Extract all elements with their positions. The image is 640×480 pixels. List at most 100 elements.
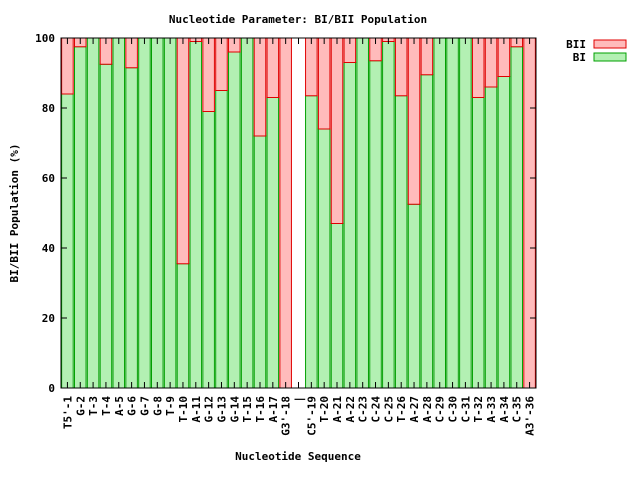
x-tick-label-31: C-31: [459, 396, 472, 423]
bar-bii-17: [279, 37, 292, 389]
legend-label-bi: BI: [573, 51, 586, 64]
x-tick-label-15: T-16: [254, 396, 267, 423]
bar-bi-33: [484, 86, 498, 389]
x-tick-label-17: G3'-18: [280, 396, 293, 436]
bar-bi-32: [471, 97, 485, 389]
x-axis-label: Nucleotide Sequence: [235, 450, 361, 463]
bar-bi-30: [446, 37, 459, 389]
bar-bi-29: [433, 37, 446, 389]
x-tick-label-14: T-15: [241, 396, 254, 423]
x-tick-label-30: C-30: [447, 396, 460, 423]
bar-bi-19: [305, 95, 318, 389]
x-tick-label-5: G-6: [126, 396, 139, 416]
bar-bii-26: [394, 37, 408, 97]
y-tick-label-3: 60: [42, 172, 55, 185]
x-tick-label-32: T-32: [472, 396, 485, 423]
bar-bii-12: [215, 37, 228, 91]
bar-bi-26: [394, 95, 408, 389]
bar-bi-21: [330, 223, 344, 389]
bar-bi-22: [343, 62, 357, 389]
bar-bi-4: [112, 37, 126, 389]
x-tick-label-8: T-9: [164, 396, 177, 416]
chart-title: Nucleotide Parameter: BI/BII Population: [169, 13, 427, 26]
x-tick-label-9: T-10: [177, 396, 190, 423]
legend-swatch-bi: [593, 52, 627, 62]
bar-bi-14: [240, 37, 254, 389]
x-tick-label-33: A-33: [485, 396, 498, 423]
bar-bi-28: [420, 74, 434, 389]
bar-bi-6: [138, 37, 151, 389]
x-tick-label-13: G-14: [228, 396, 241, 423]
bar-bi-0: [61, 93, 74, 389]
bar-bi-11: [202, 111, 215, 389]
bar-bi-13: [228, 51, 241, 389]
x-tick-label-26: T-26: [395, 396, 408, 423]
x-tick-label-19: C5'-19: [305, 396, 318, 436]
bar-bi-34: [497, 76, 511, 389]
x-tick-label-21: A-21: [331, 396, 344, 423]
x-tick-label-35: C-35: [511, 396, 524, 423]
x-tick-label-16: A-17: [267, 396, 280, 423]
bar-bii-0: [61, 37, 74, 95]
bar-bi-23: [356, 37, 369, 389]
bar-bi-24: [369, 60, 382, 389]
x-tick-label-4: A-5: [113, 396, 126, 416]
legend-label-bii: BII: [566, 38, 586, 51]
y-tick-label-0: 0: [48, 382, 55, 395]
x-tick-label-23: C-23: [357, 396, 370, 423]
bar-bi-27: [407, 203, 421, 389]
x-tick-label-24: C-24: [370, 396, 383, 423]
x-tick-label-0: T5'-1: [61, 396, 74, 429]
y-tick-label-5: 100: [35, 32, 55, 45]
bar-bi-7: [151, 37, 164, 389]
bar-bii-21: [330, 37, 344, 224]
bar-bi-1: [73, 46, 87, 389]
x-tick-label-6: G-7: [138, 396, 151, 416]
x-tick-label-36: A3'-36: [524, 396, 537, 436]
x-tick-label-29: C-29: [434, 396, 447, 423]
x-tick-label-1: G-2: [74, 396, 87, 416]
bar-bi-5: [125, 67, 138, 389]
x-tick-label-18: |: [293, 396, 306, 403]
bar-bii-16: [266, 37, 280, 98]
bar-bii-19: [305, 37, 318, 97]
y-axis-label: BI/BII Population (%): [8, 143, 21, 282]
bar-bi-31: [459, 37, 472, 389]
x-tick-label-3: T-4: [100, 396, 113, 416]
bar-bii-36: [523, 37, 536, 389]
x-tick-label-28: A-28: [421, 396, 434, 423]
legend-swatch-bii: [593, 39, 627, 49]
bar-bi-25: [382, 41, 395, 389]
bar-bi-3: [99, 63, 113, 389]
x-tick-label-27: A-27: [408, 396, 421, 423]
x-tick-label-25: C-25: [382, 396, 395, 423]
y-tick-label-4: 80: [42, 102, 55, 115]
x-tick-label-34: A-34: [498, 396, 511, 423]
bar-bii-32: [471, 37, 485, 98]
x-tick-label-10: A-11: [190, 396, 203, 423]
bar-bi-10: [189, 41, 203, 389]
x-tick-label-7: G-8: [151, 396, 164, 416]
bar-bi-12: [215, 90, 228, 389]
x-tick-label-11: G-12: [203, 396, 216, 423]
y-tick-label-1: 20: [42, 312, 55, 325]
x-tick-label-22: A-22: [344, 396, 357, 423]
bar-bi-20: [317, 128, 331, 389]
x-tick-label-12: G-13: [215, 396, 228, 423]
bar-bi-9: [176, 263, 190, 389]
bar-bii-9: [176, 37, 190, 265]
x-tick-label-20: T-20: [318, 396, 331, 423]
bar-bii-11: [202, 37, 215, 112]
x-tick-label-2: T-3: [87, 396, 100, 416]
bar-bi-35: [510, 46, 524, 389]
y-tick-label-2: 40: [42, 242, 55, 255]
bar-bii-20: [317, 37, 331, 130]
bar-bii-27: [407, 37, 421, 205]
bar-bii-33: [484, 37, 498, 88]
bar-bi-15: [253, 135, 267, 389]
bar-layer: [61, 37, 536, 389]
bar-bi-8: [163, 37, 177, 389]
